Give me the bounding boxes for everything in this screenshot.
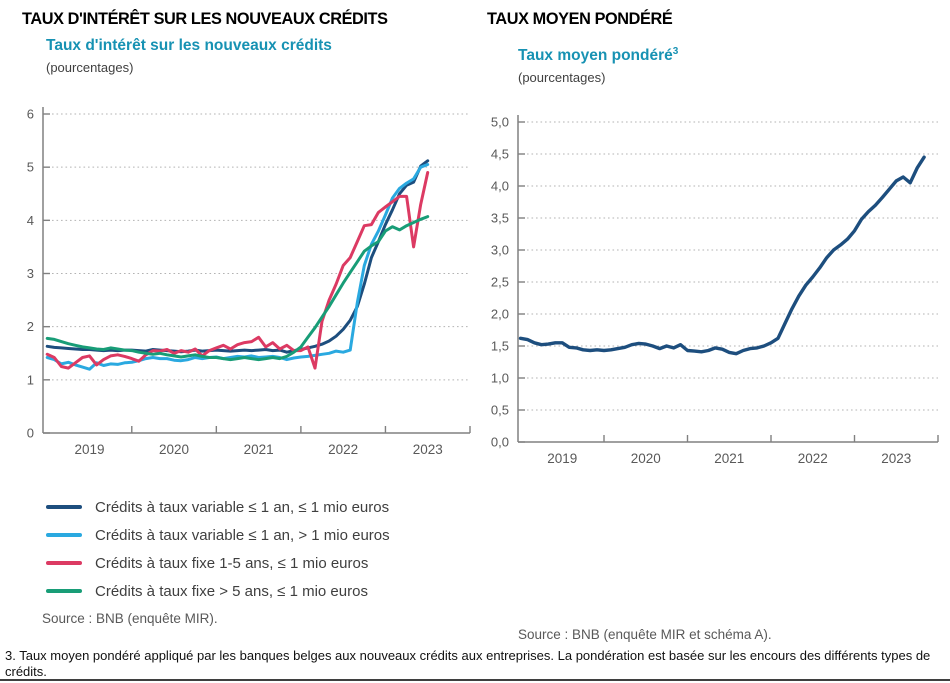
- x-year-label: 2022: [328, 442, 358, 457]
- y-tick-label: 0: [27, 426, 34, 441]
- legend-label: Crédits à taux fixe > 5 ans, ≤ 1 mio eur…: [95, 582, 368, 600]
- legend-label: Crédits à taux fixe 1-5 ans, ≤ 1 mio eur…: [95, 554, 369, 572]
- legend-label: Crédits à taux variable ≤ 1 an, > 1 mio …: [95, 526, 390, 544]
- x-year-label: 2021: [244, 442, 274, 457]
- y-tick-label: 6: [27, 107, 34, 122]
- x-year-label: 2020: [159, 442, 189, 457]
- y-tick-label: 5,0: [491, 115, 509, 130]
- legend-swatch-fixe-gt5ans: [46, 588, 82, 594]
- y-tick-label: 3,5: [491, 211, 509, 226]
- right-chart-unit: (pourcentages): [518, 70, 606, 85]
- y-tick-label: 1,0: [491, 371, 509, 386]
- left-chart-source: Source : BNB (enquête MIR).: [42, 611, 218, 626]
- legend: Crédits à taux variable ≤ 1 an, ≤ 1 mio …: [46, 493, 390, 605]
- series-line-2: [45, 171, 430, 370]
- series-line-0: [45, 159, 430, 354]
- y-tick-label: 2,0: [491, 307, 509, 322]
- legend-swatch-variable-le1an-gt1mio: [46, 532, 82, 538]
- x-year-label: 2023: [881, 451, 911, 466]
- right-chart-subtitle-text: Taux moyen pondéré: [518, 47, 673, 65]
- series-line-1: [45, 163, 430, 371]
- footnote-reference-mark: 3: [672, 46, 679, 57]
- main-title-left: TAUX D'INTÉRÊT SUR LES NOUVEAUX CRÉDITS: [22, 9, 388, 28]
- line-chart-weighted-average-rate: 0,0 0,5 1,0 1,5 2,0 2,5 3,0 3,5 4,0 4,5 5,0 2019 202…: [491, 115, 939, 466]
- main-title-right: TAUX MOYEN PONDÉRÉ: [487, 9, 673, 28]
- y-tick-label: 4,5: [491, 147, 509, 162]
- y-tick-label: 3,0: [491, 243, 509, 258]
- legend-item: Crédits à taux variable ≤ 1 an, > 1 mio …: [46, 521, 390, 549]
- legend-swatch-variable-le1an-le1mio: [46, 504, 82, 510]
- series-line-3: [45, 215, 430, 362]
- y-tick-label: 1: [27, 372, 34, 387]
- series-line-0: [518, 155, 926, 356]
- bottom-divider: [0, 679, 950, 681]
- y-tick-label: 4: [27, 213, 34, 228]
- legend-item: Crédits à taux variable ≤ 1 an, ≤ 1 mio …: [46, 493, 390, 521]
- y-tick-label: 4,0: [491, 179, 509, 194]
- legend-item: Crédits à taux fixe > 5 ans, ≤ 1 mio eur…: [46, 577, 390, 605]
- x-year-label: 2022: [798, 451, 828, 466]
- x-year-label: 2020: [631, 451, 661, 466]
- left-chart-unit: (pourcentages): [46, 60, 134, 75]
- legend-swatch-fixe-1-5ans: [46, 560, 82, 566]
- footnote-text: 3. Taux moyen pondéré appliqué par les b…: [5, 648, 931, 679]
- x-year-label: 2023: [413, 442, 443, 457]
- legend-item: Crédits à taux fixe 1-5 ans, ≤ 1 mio eur…: [46, 549, 390, 577]
- x-year-label: 2021: [714, 451, 744, 466]
- y-tick-label: 2: [27, 319, 34, 334]
- left-chart-subtitle: Taux d'intérêt sur les nouveaux crédits: [46, 37, 332, 54]
- y-tick-label: 5: [27, 160, 34, 175]
- y-tick-label: 0,5: [491, 403, 509, 418]
- legend-label: Crédits à taux variable ≤ 1 an, ≤ 1 mio …: [95, 498, 390, 516]
- y-tick-label: 2,5: [491, 275, 509, 290]
- line-chart-new-credit-rates: 0 1 2 3 4 5 6 2019 2020 2021 2022 2023: [27, 107, 471, 457]
- right-chart-source: Source : BNB (enquête MIR et schéma A).: [518, 627, 772, 642]
- right-chart-subtitle: Taux moyen pondéré3: [518, 46, 678, 65]
- y-tick-label: 0,0: [491, 435, 509, 450]
- y-tick-label: 3: [27, 266, 34, 281]
- x-year-label: 2019: [74, 442, 104, 457]
- y-tick-label: 1,5: [491, 339, 509, 354]
- x-year-label: 2019: [547, 451, 577, 466]
